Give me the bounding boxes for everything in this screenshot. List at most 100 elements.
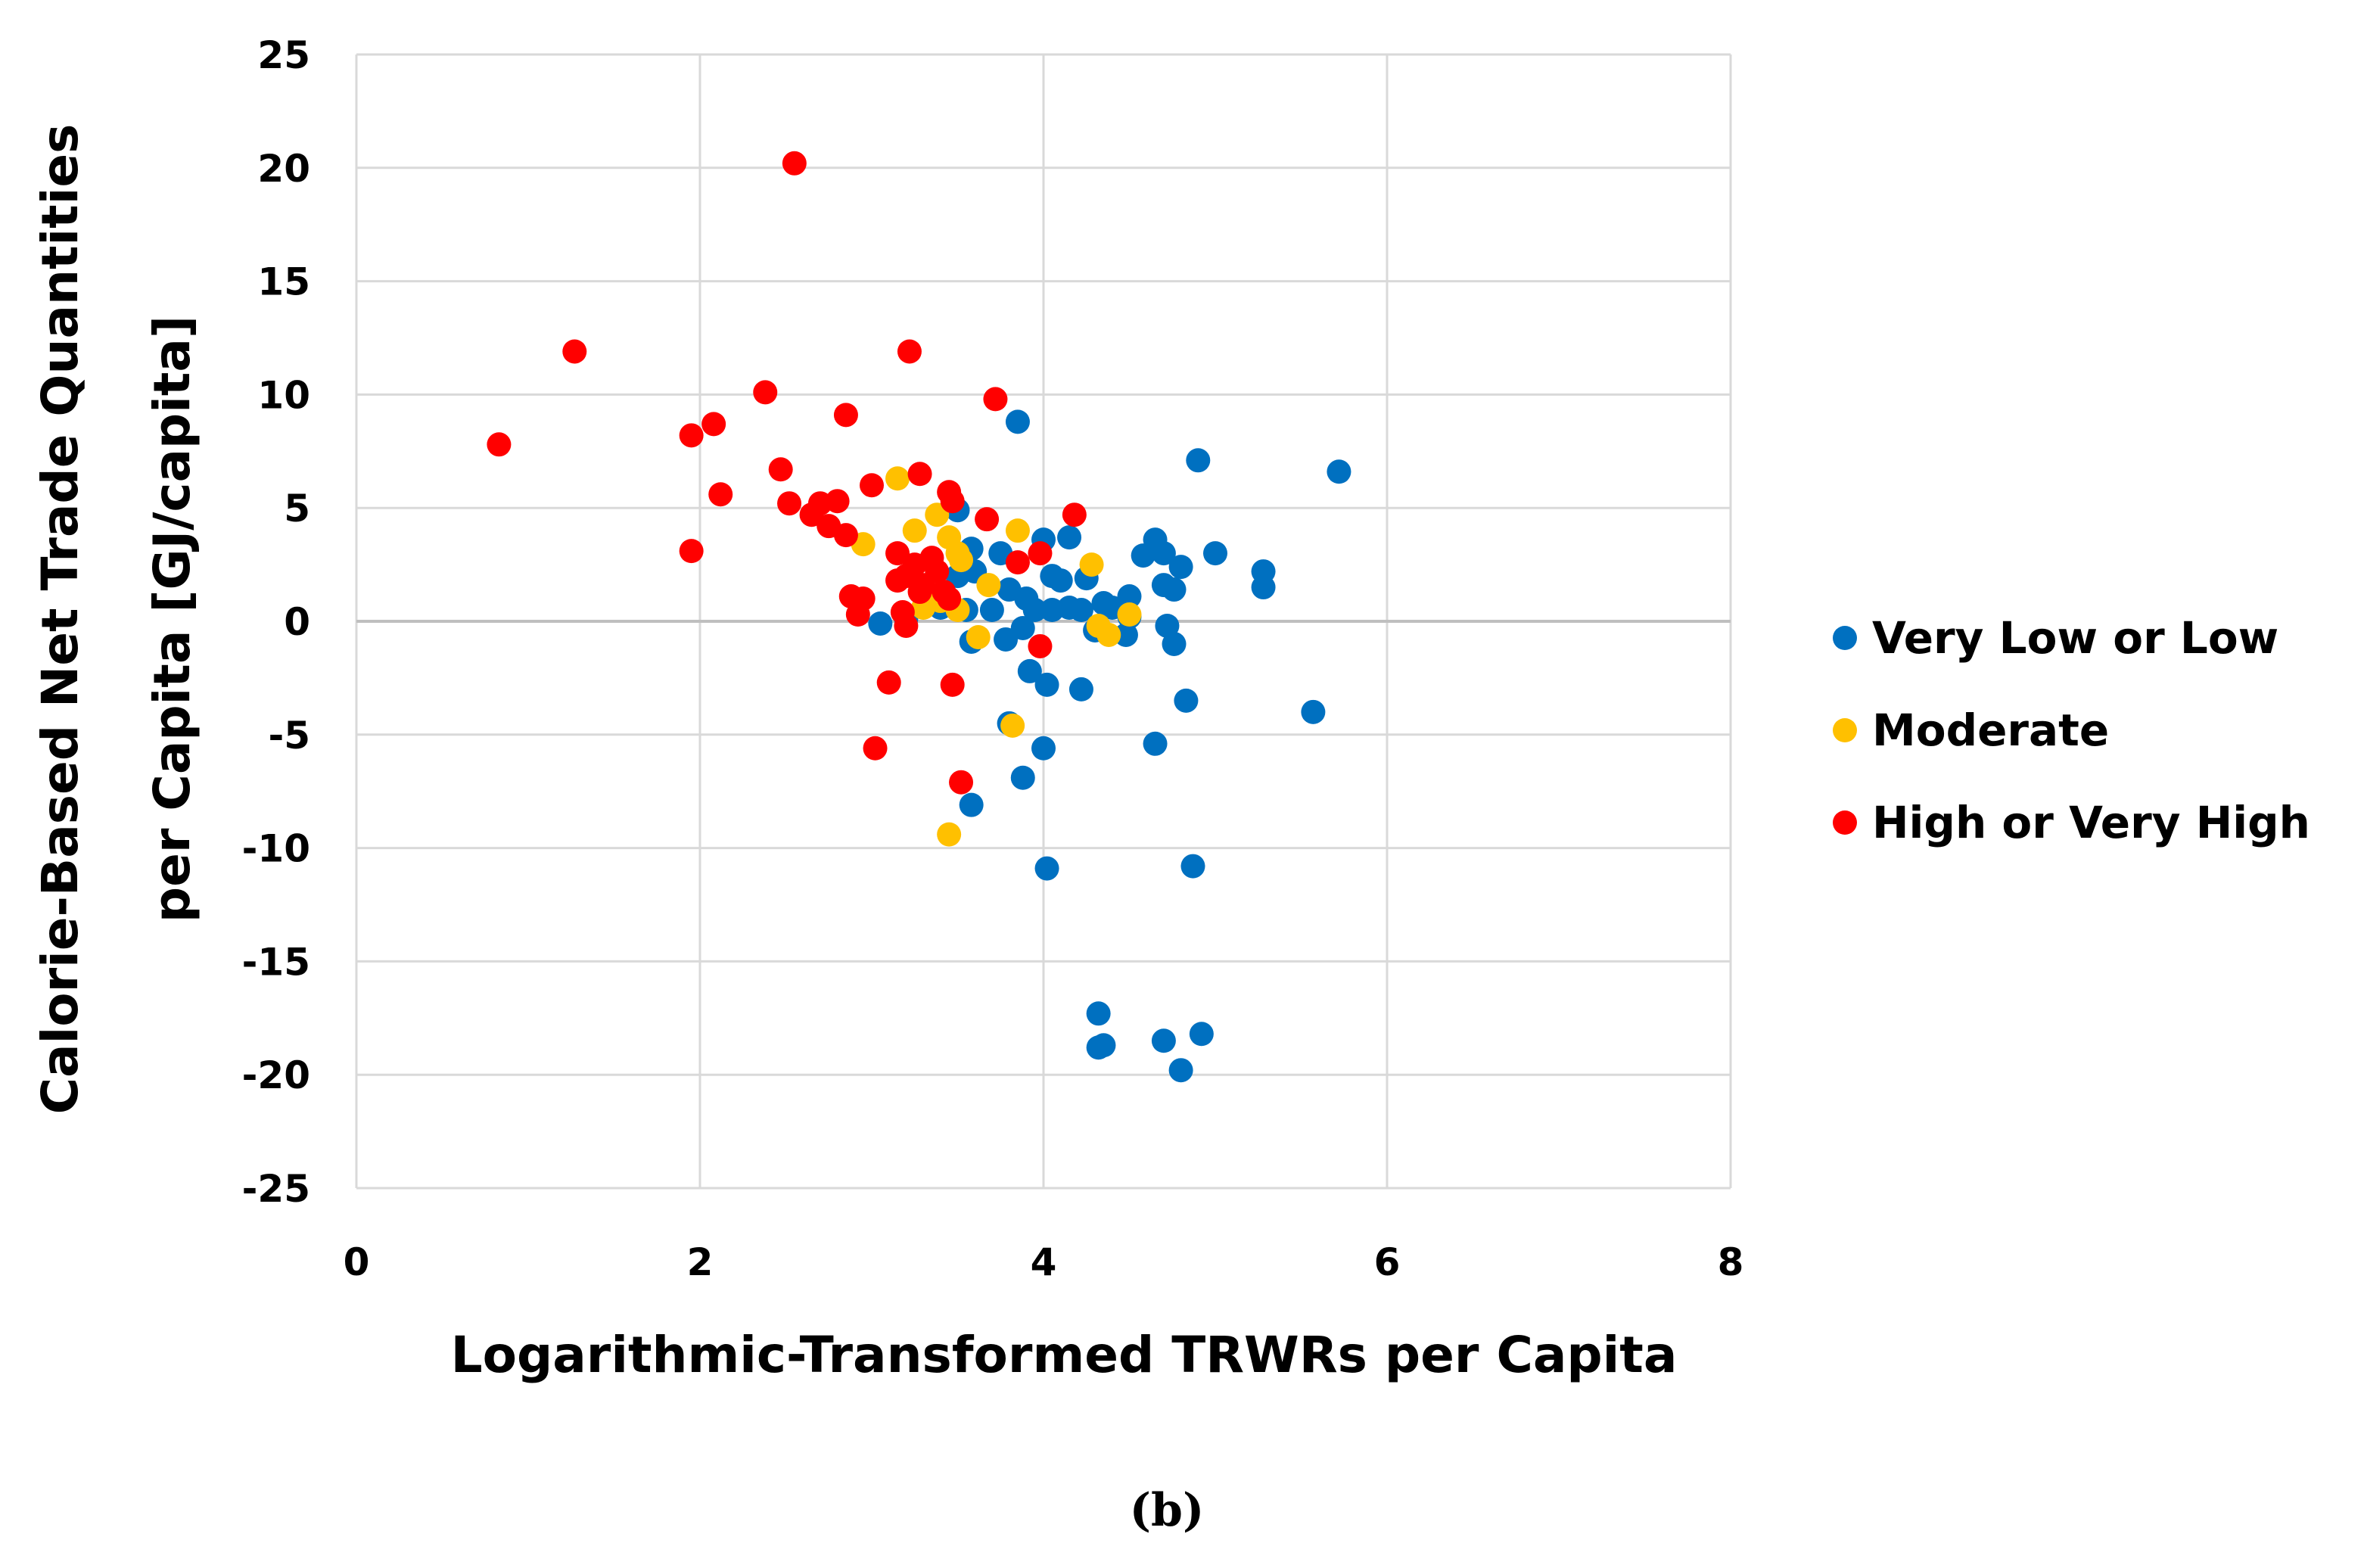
data-point [1062, 502, 1087, 527]
data-point [1048, 568, 1073, 593]
data-point [753, 380, 778, 405]
y-tick-label: -20 [242, 1053, 310, 1097]
y-axis-title-2: per Capita [GJ/capita] [143, 316, 201, 922]
data-point [701, 412, 726, 437]
y-tick-label: -15 [242, 940, 310, 984]
data-point [863, 736, 888, 761]
data-point [1057, 525, 1082, 550]
legend-item-high-or-very-high: High or Very High [1833, 797, 2310, 848]
y-axis-title-line-1: Calorie-Based Net Trade Quantities [31, 124, 89, 1115]
data-point [1117, 584, 1142, 609]
data-point [1180, 854, 1205, 879]
data-point [1168, 1058, 1193, 1083]
data-point [1028, 633, 1053, 658]
y-tick-label: -25 [242, 1167, 310, 1211]
data-point [708, 482, 733, 507]
data-point [897, 339, 922, 364]
data-point [1117, 602, 1142, 627]
data-point [833, 523, 858, 548]
data-point [1131, 543, 1156, 568]
data-point [1010, 615, 1035, 640]
data-point [1162, 577, 1187, 602]
data-point [949, 770, 974, 795]
data-point [782, 151, 807, 176]
data-point [975, 507, 1000, 532]
data-point [1168, 555, 1193, 580]
data-point [868, 611, 893, 636]
legend-item-moderate: Moderate [1833, 705, 2109, 756]
data-point [937, 822, 962, 847]
data-point [1251, 575, 1276, 600]
data-point [894, 613, 919, 638]
data-point [966, 624, 991, 649]
data-point [1034, 672, 1059, 697]
data-point [983, 387, 1008, 412]
data-point [768, 457, 793, 482]
legend-marker [1833, 626, 1857, 650]
data-point [1151, 541, 1176, 566]
data-point [1068, 677, 1093, 702]
data-point [1086, 1001, 1111, 1026]
y-tick-label: 20 [257, 147, 310, 191]
data-point [1005, 409, 1030, 434]
data-point [825, 489, 850, 514]
data-point [1091, 1033, 1116, 1058]
data-point [1068, 598, 1093, 623]
data-point [907, 462, 932, 487]
legend-item-very-low-or-low: Very Low or Low [1833, 612, 2278, 664]
y-tick-label: 0 [284, 600, 310, 644]
data-point [1096, 622, 1121, 647]
data-point [876, 670, 901, 695]
data-point [1031, 736, 1056, 761]
data-point [1174, 688, 1199, 713]
data-point [679, 423, 704, 448]
series-moderate [851, 466, 1142, 847]
figure-caption: (b) [1130, 1484, 1205, 1537]
data-point [845, 602, 870, 627]
data-point [907, 580, 932, 605]
data-point [1034, 856, 1059, 881]
x-tick-label: 8 [1718, 1240, 1744, 1284]
x-tick-label: 4 [1031, 1240, 1057, 1284]
x-tick-label: 0 [344, 1240, 370, 1284]
data-point [979, 598, 1004, 623]
data-points [487, 151, 1351, 1083]
series-high-or-very-high [487, 151, 1087, 795]
x-axis-title: Logarithmic-Transformed TRWRs per Capita [451, 1326, 1678, 1384]
data-point [562, 339, 587, 364]
data-point [1079, 552, 1104, 577]
data-point [860, 473, 884, 498]
data-point [994, 627, 1019, 652]
x-tick-label: 6 [1374, 1240, 1401, 1284]
y-axis-title: Calorie-Based Net Trade Quantities [31, 124, 89, 1115]
data-point [679, 539, 704, 564]
legend: Very Low or Low Moderate High or Very Hi… [1833, 612, 2310, 848]
data-point [1017, 658, 1042, 683]
y-tick-label: 15 [257, 260, 310, 304]
data-point [1000, 713, 1025, 738]
y-tick-label: -5 [268, 714, 310, 758]
data-point [1301, 699, 1326, 724]
data-point [949, 548, 974, 573]
y-axis-title-line-2: per Capita [GJ/capita] [143, 316, 201, 922]
data-point [1022, 598, 1047, 623]
data-point [885, 466, 910, 491]
data-point [940, 672, 965, 697]
data-point [885, 568, 910, 593]
legend-marker [1833, 810, 1857, 835]
data-point [885, 541, 910, 566]
y-tick-label: 10 [257, 373, 310, 417]
y-tick-label: 5 [284, 487, 310, 530]
legend-label: High or Very High [1872, 797, 2310, 848]
data-point [959, 792, 984, 817]
legend-marker [1833, 718, 1857, 742]
data-point [799, 502, 824, 527]
data-point [1162, 631, 1187, 656]
x-axis-ticks: 0 2 4 6 8 [344, 1240, 1744, 1284]
data-point [1028, 541, 1053, 566]
data-point [1113, 622, 1138, 647]
data-point [940, 489, 965, 514]
x-tick-label: 2 [687, 1240, 714, 1284]
data-point [1143, 731, 1168, 756]
